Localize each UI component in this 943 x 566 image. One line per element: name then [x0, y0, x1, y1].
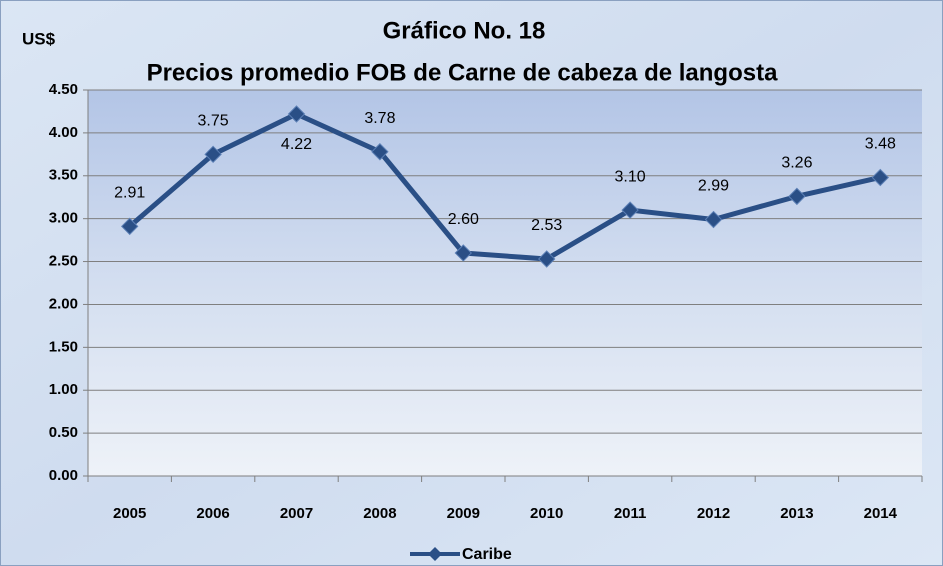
marker	[287, 105, 306, 123]
x-tick-label: 2008	[363, 505, 396, 522]
data-label: 2.60	[448, 211, 479, 228]
series-line	[128, 111, 881, 262]
data-label: 2.99	[698, 178, 729, 195]
marker	[537, 250, 556, 268]
data-label: 3.10	[615, 168, 646, 185]
y-tick-label: 3.00	[49, 210, 78, 227]
chart-title: Gráfico No. 18	[383, 17, 546, 44]
marker	[204, 145, 222, 164]
x-tick-label: 2005	[113, 505, 146, 522]
legend-marker	[428, 547, 442, 561]
x-tick-label: 2014	[864, 505, 898, 522]
marker	[120, 217, 139, 236]
y-tick-label: 4.50	[49, 81, 78, 98]
data-label: 3.26	[781, 155, 812, 172]
marker	[871, 168, 890, 187]
marker	[454, 244, 473, 262]
y-axis-label: US$	[22, 29, 56, 48]
y-tick-label: 0.50	[49, 424, 78, 441]
marker	[621, 201, 639, 219]
data-label: 2.53	[531, 217, 562, 234]
x-tick-label: 2012	[697, 505, 730, 522]
data-label: 3.78	[364, 110, 395, 127]
y-tick-label: 3.50	[49, 167, 78, 184]
x-tick-label: 2010	[530, 505, 563, 522]
data-label: 3.75	[198, 113, 229, 130]
y-tick-label: 1.00	[49, 381, 78, 398]
data-label: 4.22	[281, 136, 312, 153]
y-tick-label: 2.50	[49, 253, 78, 270]
x-tick-label: 2013	[780, 505, 813, 522]
y-tick-label: 0.00	[49, 467, 78, 484]
x-tick-label: 2009	[447, 505, 480, 522]
marker	[788, 187, 806, 206]
y-tick-label: 2.00	[49, 295, 78, 312]
x-tick-label: 2006	[196, 505, 229, 522]
plot-area	[88, 90, 922, 476]
y-tick-label: 4.00	[49, 124, 78, 141]
x-tick-label: 2011	[614, 505, 647, 522]
legend-label: Caribe	[462, 546, 512, 563]
data-label: 3.48	[865, 136, 896, 153]
data-label: 2.91	[114, 185, 145, 202]
x-tick-label: 2007	[280, 505, 313, 522]
marker	[704, 210, 723, 229]
chart-subtitle: Precios promedio FOB de Carne de cabeza …	[147, 59, 778, 86]
marker	[371, 143, 389, 161]
y-tick-label: 1.50	[49, 338, 78, 355]
